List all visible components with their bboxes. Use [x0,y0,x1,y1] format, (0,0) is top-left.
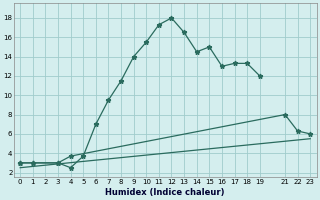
X-axis label: Humidex (Indice chaleur): Humidex (Indice chaleur) [106,188,225,197]
